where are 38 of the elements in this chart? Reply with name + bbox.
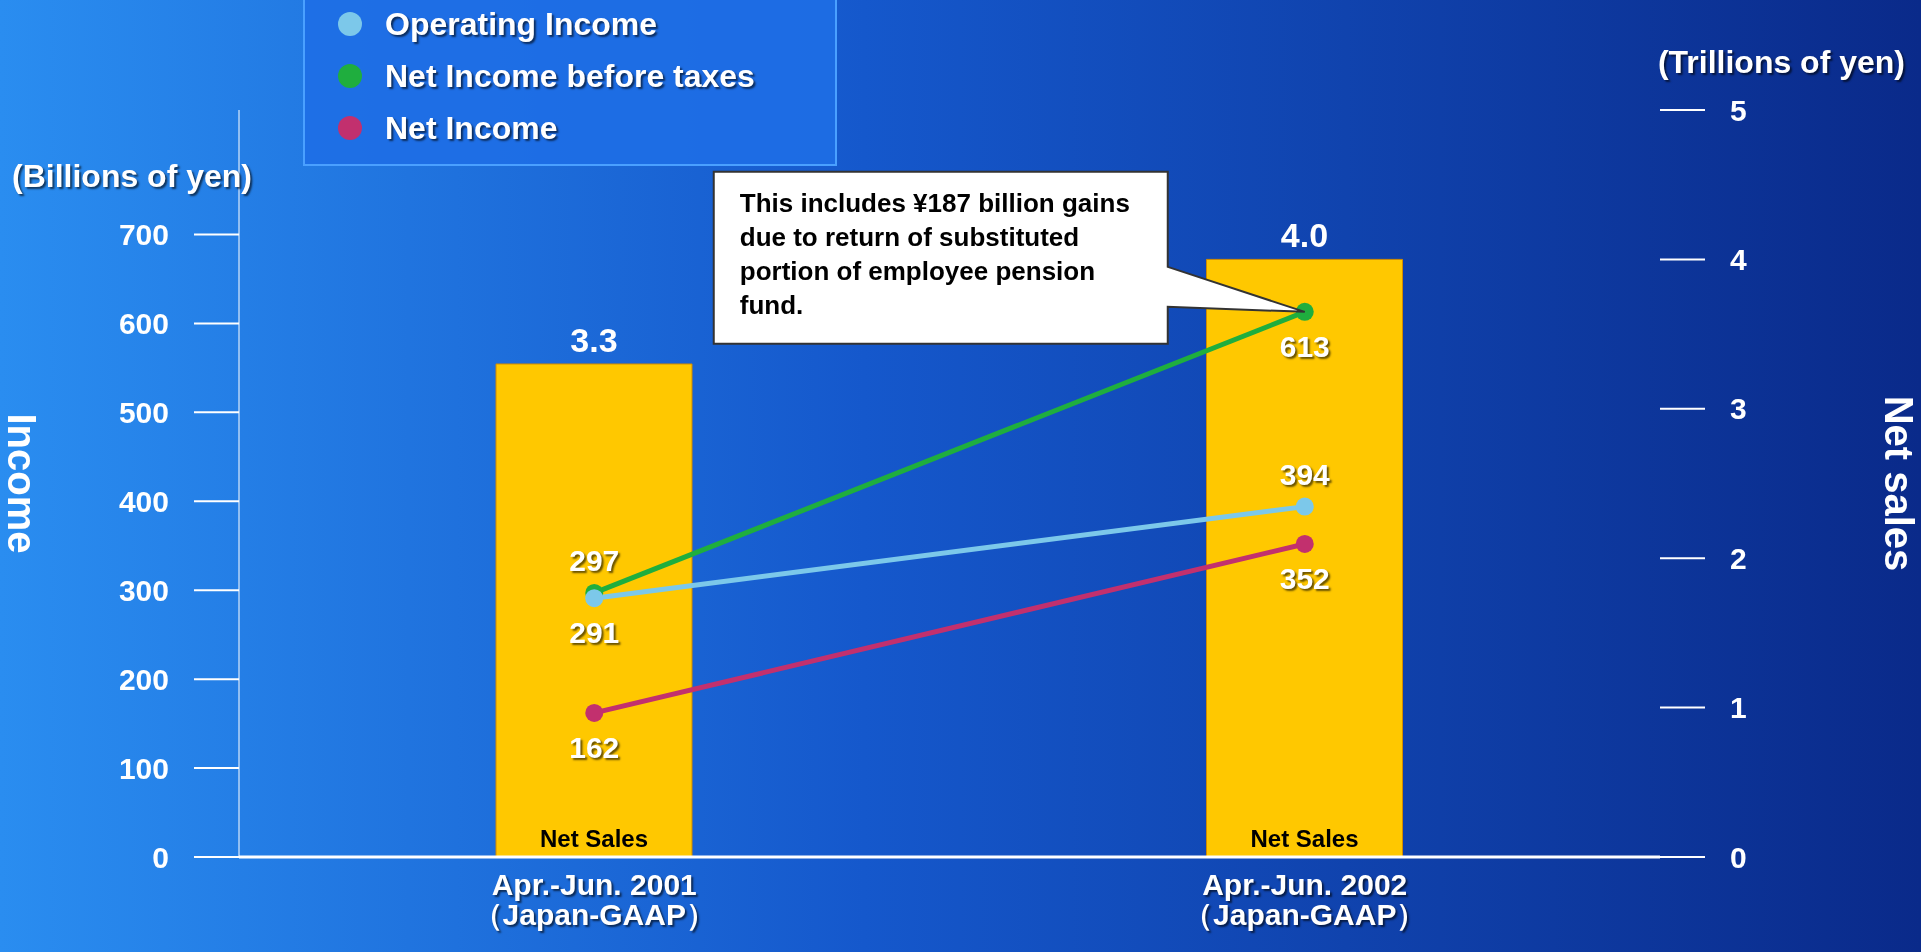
legend-label: Operating Income xyxy=(385,5,658,43)
data-label: 4.0 xyxy=(1280,216,1329,255)
data-label: 352 xyxy=(1279,561,1330,595)
annotation: (Billions of yen) xyxy=(12,158,252,195)
y-tick-label: 300 xyxy=(118,573,169,607)
y2-tick-label: 2 xyxy=(1730,541,1747,575)
y-tick-label: 500 xyxy=(118,396,169,430)
y2-tick-label: 3 xyxy=(1730,392,1747,426)
series-label: Net Sales xyxy=(539,825,649,852)
y2-tick-label: 4 xyxy=(1730,243,1747,277)
data-label: 291 xyxy=(569,616,620,650)
y-tick-label: 200 xyxy=(118,662,169,696)
y-axis-title: Income xyxy=(0,413,44,554)
x-tick-label: Apr.-Jun. 2002 （Japan-GAAP） xyxy=(1183,868,1427,931)
data-label: 162 xyxy=(569,730,620,764)
x-tick-label: Apr.-Jun. 2001 （Japan-GAAP） xyxy=(472,868,716,931)
y-tick-label: 100 xyxy=(118,751,169,785)
y-tick-label: 600 xyxy=(118,307,169,341)
point xyxy=(1295,534,1314,553)
annotation: This includes ¥187 billion gains due to return of substituted portion of employee pension fund. xyxy=(739,186,1131,322)
text: Net Sales xyxy=(1250,825,1359,852)
legend-label: Net Income xyxy=(385,109,558,147)
data-label: 394 xyxy=(1279,457,1331,491)
y-tick-label: 700 xyxy=(118,218,169,252)
data-label: 3.3 xyxy=(570,320,618,359)
data-label: 613 xyxy=(1279,329,1330,363)
point xyxy=(585,703,604,722)
point xyxy=(585,589,604,608)
y2-tick-label: 5 xyxy=(1730,93,1747,127)
text: (Trillions of yen) xyxy=(1657,44,1905,81)
legend-label: Net Income before taxes xyxy=(385,57,755,95)
y2-tick-label: 0 xyxy=(1730,840,1747,874)
y-tick-label: 400 xyxy=(118,484,169,518)
y-tick-label: 0 xyxy=(152,840,169,874)
data-label: 297 xyxy=(569,543,620,577)
y2-tick-label: 1 xyxy=(1730,691,1747,725)
point xyxy=(1295,497,1314,516)
y2-axis-title: Net sales xyxy=(1876,395,1921,572)
